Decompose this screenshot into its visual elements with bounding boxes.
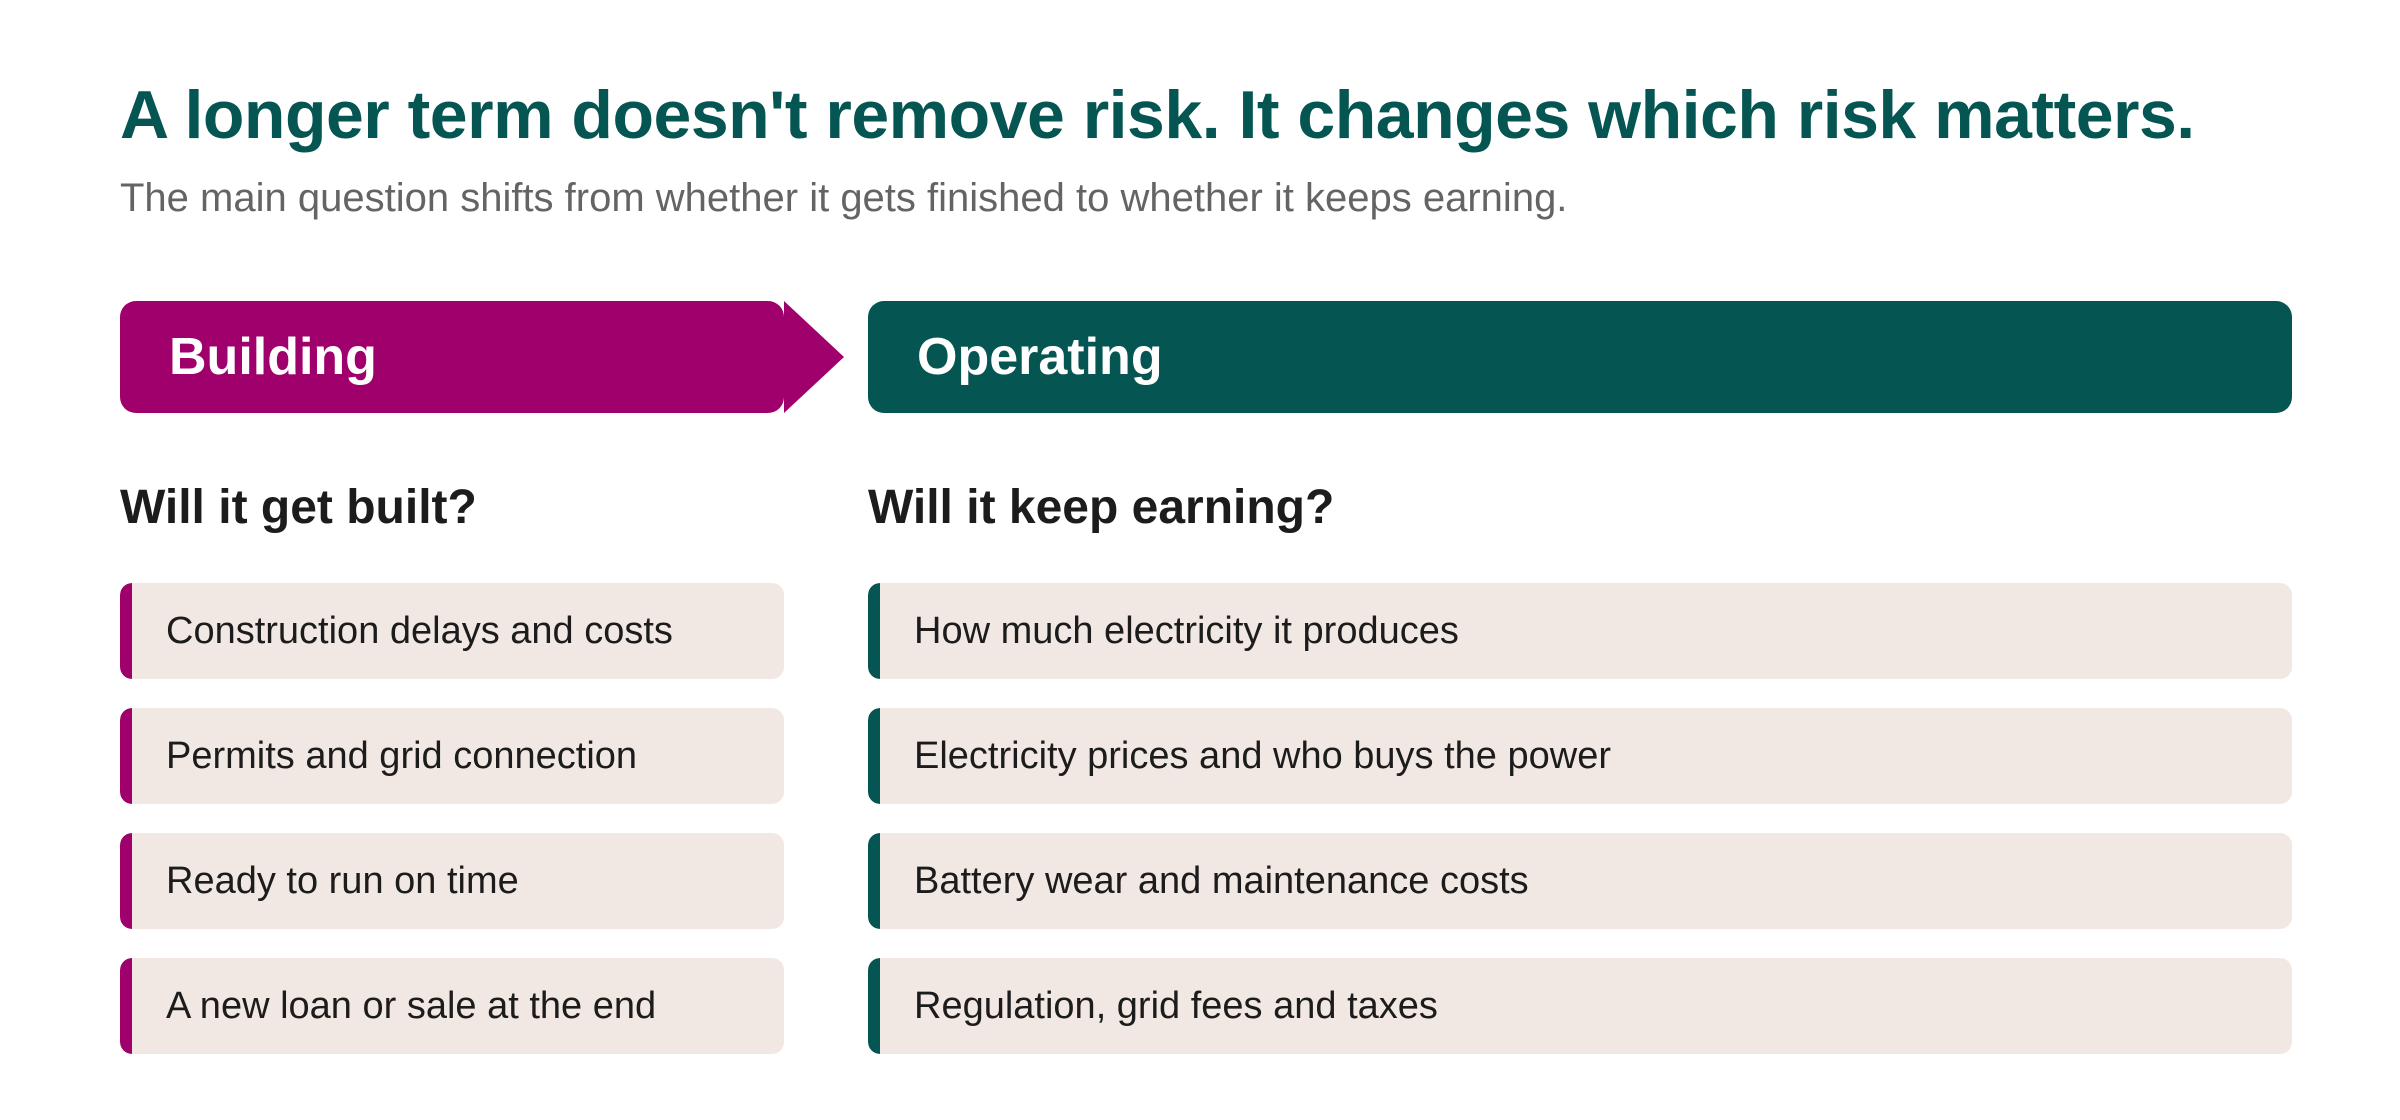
arrow-tip-icon [784,301,844,413]
operating-question: Will it keep earning? [868,481,1335,534]
building-risk-label: A new loan or sale at the end [166,984,657,1027]
phase-operating-banner: Operating [868,301,2292,413]
phase-building-banner: Building [120,301,784,413]
operating-risk-item: Battery wear and maintenance costs [868,833,2292,929]
page-subtitle: The main question shifts from whether it… [120,176,1568,220]
building-risk-item: A new loan or sale at the end [120,958,784,1054]
operating-risk-label: Electricity prices and who buys the powe… [914,734,1611,777]
operating-risk-item: How much electricity it produces [868,583,2292,679]
building-risk-label: Permits and grid connection [166,734,638,777]
building-risk-item: Permits and grid connection [120,708,784,804]
phase-building-label: Building [169,328,377,386]
building-risk-label: Construction delays and costs [166,609,673,652]
operating-risk-label: Battery wear and maintenance costs [914,859,1529,902]
building-risk-label: Ready to run on time [166,859,519,902]
building-risk-item: Construction delays and costs [120,583,784,679]
operating-risk-item: Electricity prices and who buys the powe… [868,708,2292,804]
operating-risk-item: Regulation, grid fees and taxes [868,958,2292,1054]
page-title: A longer term doesn't remove risk. It ch… [120,77,2195,153]
building-question: Will it get built? [120,481,477,534]
building-risk-item: Ready to run on time [120,833,784,929]
operating-risk-label: Regulation, grid fees and taxes [914,984,1438,1027]
phase-operating-label: Operating [917,328,1163,386]
operating-risk-label: How much electricity it produces [914,609,1459,652]
